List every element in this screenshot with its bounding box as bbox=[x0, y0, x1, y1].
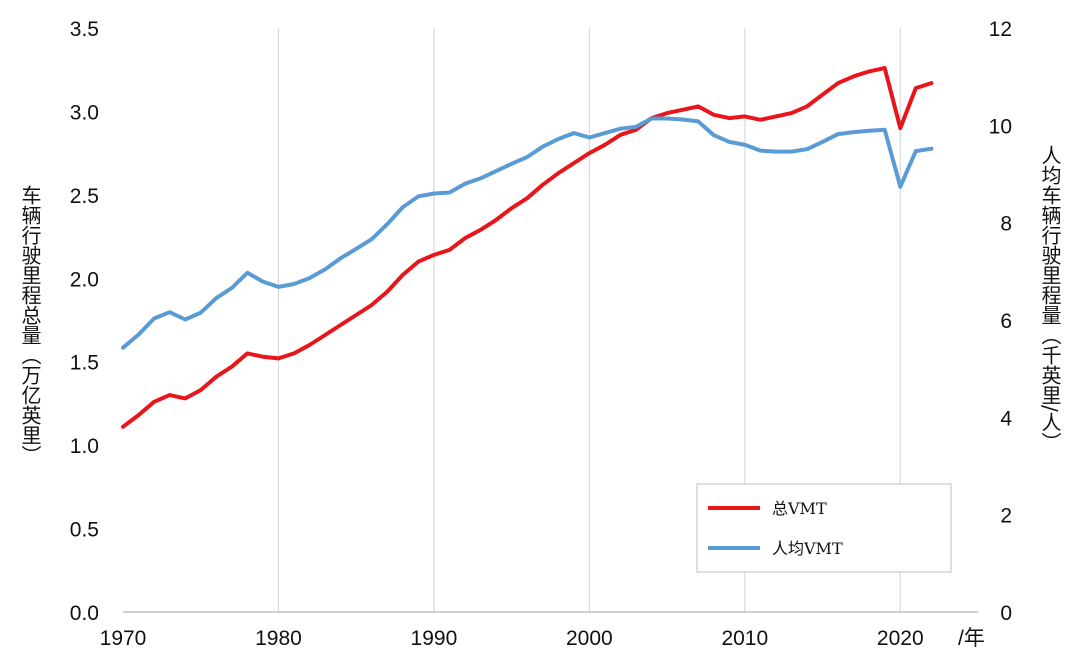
left-y-tick-label: 3.5 bbox=[70, 18, 99, 41]
right-y-tick-label: 10 bbox=[989, 115, 1012, 138]
x-tick-label: 2000 bbox=[566, 627, 613, 650]
x-axis-unit-label: /年 bbox=[958, 627, 985, 650]
right-y-tick-label: 2 bbox=[1000, 505, 1012, 528]
right-y-tick-label: 8 bbox=[1000, 213, 1012, 236]
right-y-tick-label: 6 bbox=[1000, 310, 1012, 333]
left-y-tick-label: 1.5 bbox=[70, 352, 99, 375]
left-y-tick-label: 0.0 bbox=[70, 602, 99, 625]
x-tick-label: 1970 bbox=[100, 627, 147, 650]
right-y-tick-label: 4 bbox=[1000, 407, 1012, 430]
legend-label-per-capita-vmt: 人均VMT bbox=[772, 539, 843, 558]
series-line-per-capita-vmt bbox=[121, 116, 934, 350]
left-y-axis-title: 车辆行驶里程总量（万亿英里） bbox=[18, 185, 42, 465]
left-y-tick-label: 3.0 bbox=[70, 101, 99, 124]
right-y-tick-label: 12 bbox=[989, 18, 1012, 41]
x-tick-labels: 1970 1980 1990 2000 2010 2020 bbox=[100, 627, 924, 650]
series-line-total-vmt bbox=[121, 66, 934, 429]
x-tick-label: 2020 bbox=[877, 627, 924, 650]
right-y-tick-label: 0 bbox=[1000, 602, 1012, 625]
x-tick-label: 1990 bbox=[411, 627, 458, 650]
left-y-tick-label: 0.5 bbox=[70, 519, 99, 542]
legend: 总VMT 人均VMT bbox=[696, 483, 952, 573]
right-y-tick-labels: 0 2 4 6 8 10 12 bbox=[989, 18, 1013, 625]
x-tick-label: 1980 bbox=[255, 627, 302, 650]
series-lines bbox=[121, 66, 934, 429]
legend-box bbox=[696, 483, 952, 573]
left-y-tick-label: 2.0 bbox=[70, 268, 99, 291]
right-y-axis-title: 人均车辆行驶里程量（千英里/人） bbox=[1038, 145, 1062, 452]
left-y-tick-label: 1.0 bbox=[70, 435, 99, 458]
legend-label-total-vmt: 总VMT bbox=[772, 499, 827, 518]
left-y-tick-labels: 0.0 0.5 1.0 1.5 2.0 2.5 3.0 3.5 bbox=[70, 18, 99, 625]
left-y-tick-label: 2.5 bbox=[70, 185, 99, 208]
x-tick-label: 2010 bbox=[721, 627, 768, 650]
